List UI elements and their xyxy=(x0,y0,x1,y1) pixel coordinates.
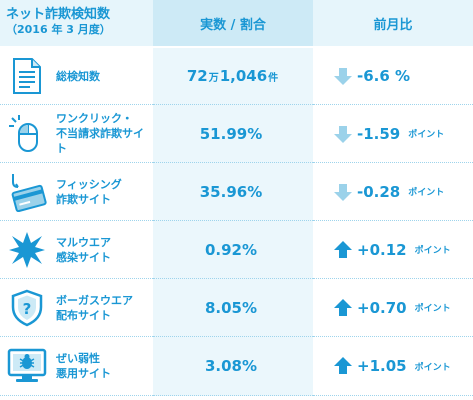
row-change: +0.12 xyxy=(357,240,407,259)
table-row-change: +0.12 ポイント xyxy=(313,221,473,279)
table-row-label: ぜい弱性 悪用サイト xyxy=(0,337,153,396)
table-row-label: 総検知数 xyxy=(0,48,153,105)
row-label: フィッシング 詐欺サイト xyxy=(56,177,122,206)
row-label: マルウエア 感染サイト xyxy=(56,235,111,264)
row-change-unit: ポイント xyxy=(408,188,445,198)
table-row-change: +0.70 ポイント xyxy=(313,279,473,337)
row-change: -0.28 xyxy=(357,182,401,201)
table-row-value: 35.96% xyxy=(153,163,313,221)
document-icon xyxy=(6,55,48,97)
row-label: ボーガスウエア 配布サイト xyxy=(56,293,133,322)
row-label: ワンクリック・ 不当請求詐欺サイト xyxy=(56,112,144,155)
row-value: 3.08% xyxy=(204,357,258,375)
monitor-bug-icon xyxy=(6,345,48,387)
row-value: 0.92% xyxy=(204,240,258,259)
fishing-card-icon xyxy=(6,171,48,213)
svg-text:?: ? xyxy=(23,300,32,318)
table-row-change: -1.59 ポイント xyxy=(313,105,473,163)
value-column-label: 実数 / 割合 xyxy=(200,17,266,33)
change-column-header: 前月比 xyxy=(313,0,473,48)
table-title-cell: ネット詐欺検知数 （2016 年 3 月度） xyxy=(0,0,153,48)
shield-question-icon: ? xyxy=(6,287,48,329)
table-row-label: フィッシング 詐欺サイト xyxy=(0,163,153,221)
table-row-label: マルウエア 感染サイト xyxy=(0,221,153,279)
row-change-unit: ポイント xyxy=(408,130,445,140)
row-change: -6.6 % xyxy=(357,67,411,85)
arrow-up-icon xyxy=(334,240,352,258)
mouse-click-icon xyxy=(6,113,48,155)
arrow-up-icon xyxy=(334,298,352,316)
table-row-change: +1.05 ポイント xyxy=(313,337,473,396)
table-row-value: 3.08% xyxy=(153,337,313,396)
table-row-change: -6.6 % xyxy=(313,48,473,105)
table-row-value: 72万1,046件 xyxy=(153,48,313,105)
row-change: +1.05 xyxy=(357,357,407,375)
table-row-value: 0.92% xyxy=(153,221,313,279)
arrow-up-icon xyxy=(334,357,352,374)
change-column-label: 前月比 xyxy=(373,17,413,33)
table-row-label: ? ボーガスウエア 配布サイト xyxy=(0,279,153,337)
row-change: -1.59 xyxy=(357,124,401,143)
table-row-label: ワンクリック・ 不当請求詐欺サイト xyxy=(0,105,153,163)
row-label: 総検知数 xyxy=(56,69,100,83)
arrow-down-icon xyxy=(334,68,352,85)
row-change: +0.70 xyxy=(357,298,407,317)
row-change-unit: ポイント xyxy=(414,304,451,314)
row-change-unit: ポイント xyxy=(414,362,451,373)
table-row-value: 51.99% xyxy=(153,105,313,163)
malware-burst-icon xyxy=(6,229,48,271)
table-period: （2016 年 3 月度） xyxy=(6,23,111,36)
arrow-down-icon xyxy=(334,183,352,201)
row-value: 8.05% xyxy=(204,298,258,317)
row-value: 35.96% xyxy=(199,182,263,201)
row-value: 72万1,046件 xyxy=(186,67,279,85)
value-column-header: 実数 / 割合 xyxy=(153,0,313,48)
row-label: ぜい弱性 悪用サイト xyxy=(56,352,111,380)
table-title: ネット詐欺検知数 xyxy=(6,7,111,22)
table-row-value: 8.05% xyxy=(153,279,313,337)
arrow-down-icon xyxy=(334,125,352,143)
row-value: 51.99% xyxy=(199,124,263,143)
row-change-unit: ポイント xyxy=(414,246,451,256)
table-row-change: -0.28 ポイント xyxy=(313,163,473,221)
